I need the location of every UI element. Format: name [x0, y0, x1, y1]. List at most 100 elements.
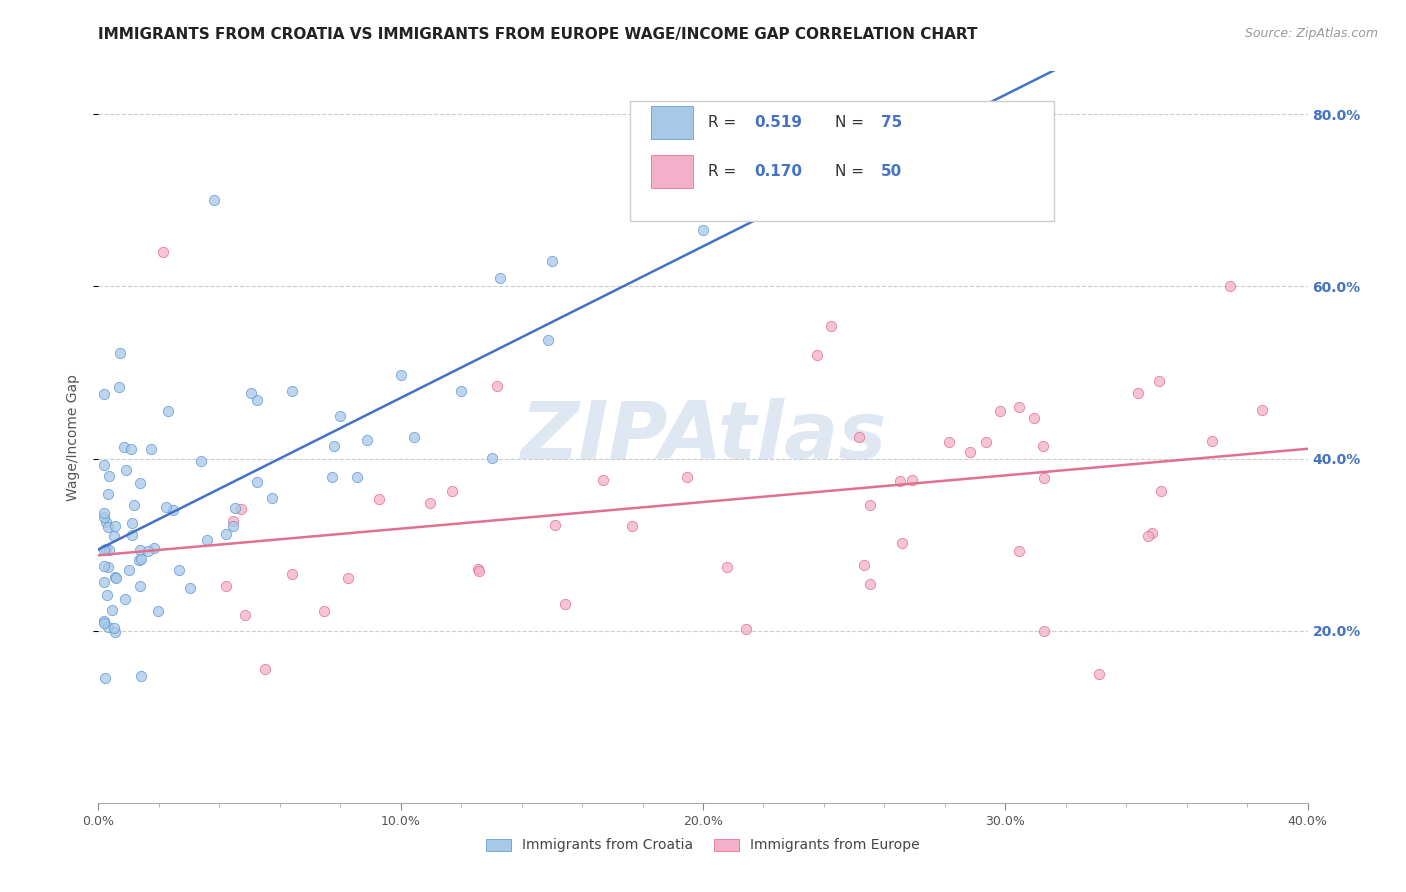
Point	[215, 579, 238, 593]
Point	[889, 474, 911, 488]
Point	[229, 502, 252, 516]
Point	[974, 435, 997, 450]
Point	[450, 384, 472, 398]
Point	[890, 535, 912, 549]
Point	[93, 509, 115, 524]
Point	[97, 560, 120, 574]
Point	[419, 496, 441, 510]
Point	[734, 622, 756, 636]
Point	[540, 254, 562, 268]
Point	[128, 552, 150, 566]
Point	[675, 470, 697, 484]
Point	[1088, 666, 1111, 681]
Point	[128, 475, 150, 490]
FancyBboxPatch shape	[651, 106, 693, 139]
Point	[537, 333, 560, 347]
Point	[224, 500, 246, 515]
Point	[222, 514, 245, 528]
Point	[120, 442, 142, 456]
Point	[96, 620, 118, 634]
Point	[98, 469, 121, 483]
Point	[157, 404, 180, 418]
Text: R =: R =	[707, 164, 741, 179]
Text: Source: ZipAtlas.com: Source: ZipAtlas.com	[1244, 27, 1378, 40]
Point	[1126, 386, 1149, 401]
Point	[214, 526, 236, 541]
Point	[143, 541, 166, 555]
Point	[692, 223, 714, 237]
Point	[859, 498, 882, 512]
Point	[820, 319, 842, 334]
Point	[337, 571, 360, 585]
FancyBboxPatch shape	[651, 155, 693, 188]
Point	[852, 558, 875, 572]
Point	[103, 528, 125, 542]
Point	[202, 194, 225, 208]
Point	[321, 470, 343, 484]
Point	[94, 542, 117, 557]
Point	[901, 473, 924, 487]
Point	[1024, 411, 1046, 425]
Point	[467, 562, 489, 576]
Point	[323, 440, 346, 454]
Point	[1140, 526, 1163, 541]
Point	[246, 392, 269, 407]
Point	[115, 463, 138, 477]
Point	[93, 458, 115, 473]
Point	[97, 519, 120, 533]
Point	[93, 616, 115, 631]
Point	[152, 245, 174, 260]
Point	[262, 491, 284, 505]
Point	[240, 386, 263, 401]
Point	[1201, 434, 1223, 449]
Point	[93, 387, 115, 401]
Point	[97, 486, 120, 500]
Point	[543, 518, 565, 533]
Point	[1033, 624, 1056, 638]
Point	[716, 560, 738, 574]
Point	[806, 348, 828, 362]
Point	[246, 475, 269, 490]
Text: ZIPAtlas: ZIPAtlas	[520, 398, 886, 476]
Text: 75: 75	[880, 115, 903, 130]
Text: R =: R =	[707, 115, 741, 130]
Point	[440, 483, 463, 498]
Point	[959, 445, 981, 459]
Point	[121, 516, 143, 531]
Point	[938, 435, 960, 450]
Point	[621, 519, 644, 533]
Text: 0.519: 0.519	[754, 115, 801, 130]
Point	[93, 506, 115, 520]
Point	[103, 621, 125, 635]
Point	[124, 498, 146, 512]
Point	[97, 542, 120, 557]
FancyBboxPatch shape	[630, 101, 1053, 221]
Y-axis label: Wage/Income Gap: Wage/Income Gap	[66, 374, 80, 500]
Point	[356, 433, 378, 447]
Point	[1147, 375, 1170, 389]
Point	[368, 492, 391, 507]
Point	[129, 551, 152, 566]
Point	[129, 542, 152, 557]
Point	[254, 662, 277, 676]
Point	[93, 559, 115, 574]
Point	[281, 566, 304, 581]
Point	[859, 577, 882, 591]
Text: N =: N =	[835, 115, 869, 130]
Point	[93, 614, 115, 628]
Legend: Immigrants from Croatia, Immigrants from Europe: Immigrants from Croatia, Immigrants from…	[481, 833, 925, 858]
Point	[162, 503, 184, 517]
Point	[848, 430, 870, 444]
Point	[104, 624, 127, 639]
Point	[94, 515, 117, 529]
Point	[1219, 279, 1241, 293]
Point	[329, 409, 352, 423]
Point	[94, 672, 117, 686]
Point	[389, 368, 412, 383]
Point	[467, 564, 489, 578]
Point	[118, 563, 141, 577]
Point	[179, 581, 201, 595]
Point	[1251, 403, 1274, 417]
Point	[195, 533, 218, 547]
Point	[93, 542, 115, 557]
